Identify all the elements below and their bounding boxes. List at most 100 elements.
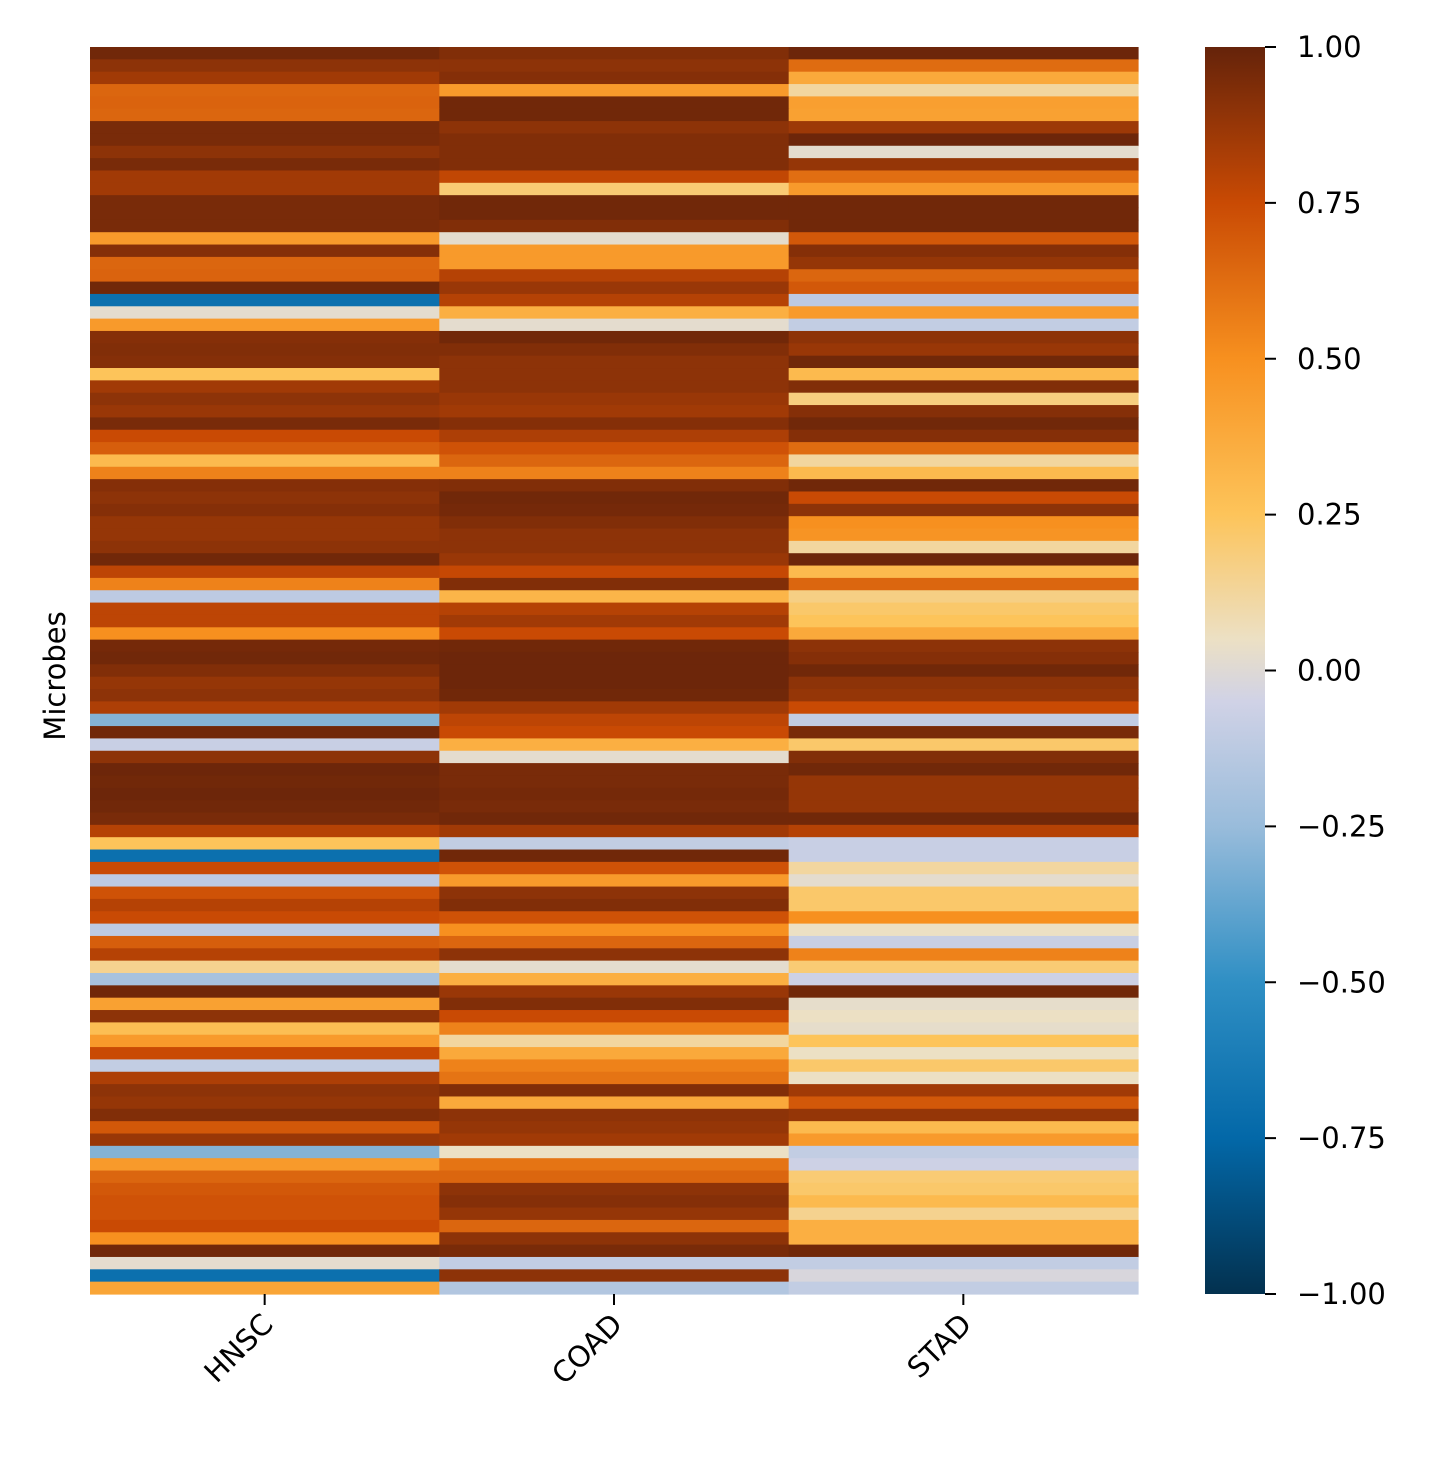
heatmap-cell <box>439 960 790 974</box>
heatmap-cell <box>788 763 1139 777</box>
heatmap-cell <box>788 96 1139 110</box>
heatmap-cell <box>439 1219 790 1233</box>
heatmap-cell <box>788 627 1139 641</box>
heatmap-cell <box>439 1034 790 1048</box>
heatmap-cell <box>439 1084 790 1098</box>
heatmap-cell <box>439 614 790 628</box>
heatmap-cell <box>788 1059 1139 1073</box>
heatmap-cell <box>788 664 1139 678</box>
colorbar-ticks: 1.00 0.75 0.50 0.25 0.00 −0.25 −0.50 −0.75 −1.00 <box>1265 30 1386 1311</box>
heatmap-cell <box>788 244 1139 258</box>
heatmap-cell <box>788 565 1139 579</box>
heatmap-cell <box>439 997 790 1011</box>
heatmap-cell <box>90 442 440 456</box>
heatmap-cell <box>90 1219 440 1233</box>
heatmap-cell <box>788 1269 1139 1283</box>
heatmap-cell <box>788 158 1139 172</box>
heatmap-cell <box>439 405 790 418</box>
heatmap-cell <box>788 1010 1139 1023</box>
heatmap-cell <box>788 368 1139 381</box>
heatmap-cell <box>439 84 790 97</box>
heatmap-cell <box>90 886 440 900</box>
heatmap-cell <box>439 664 790 678</box>
heatmap-cell <box>788 787 1139 801</box>
heatmap-cell <box>439 1108 790 1122</box>
heatmap-cell <box>439 540 790 554</box>
heatmap-cell <box>439 812 790 826</box>
heatmap-cell <box>90 1158 440 1172</box>
heatmap-cell <box>439 911 790 925</box>
heatmap-cell <box>90 96 440 110</box>
heatmap-cell <box>90 355 440 369</box>
heatmap-cell <box>788 293 1139 307</box>
heatmap-cell <box>90 182 440 196</box>
heatmap-cell <box>439 676 790 690</box>
heatmap-cell <box>90 84 440 97</box>
heatmap-cell <box>788 454 1139 468</box>
heatmap-cell <box>90 911 440 925</box>
heatmap-cell <box>439 948 790 962</box>
heatmap-cell <box>439 738 790 752</box>
heatmap-cell <box>90 738 440 752</box>
heatmap-cell <box>788 1219 1139 1233</box>
heatmap-cell <box>439 577 790 591</box>
heatmap-cell <box>439 1158 790 1172</box>
heatmap-cell <box>90 466 440 480</box>
heatmap-cell <box>439 1269 790 1283</box>
heatmap-cell <box>788 898 1139 912</box>
heatmap-cell <box>90 763 440 777</box>
heatmap-cell <box>90 392 440 406</box>
heatmap-cell <box>788 540 1139 554</box>
colorbar-tick-label: −1.00 <box>1297 1277 1386 1311</box>
heatmap-cell <box>439 1256 790 1270</box>
heatmap-cell <box>439 874 790 888</box>
heatmap-cell <box>788 960 1139 974</box>
heatmap-cell <box>439 293 790 307</box>
heatmap-cell <box>439 1071 790 1085</box>
heatmap-cell <box>439 417 790 431</box>
heatmap-cell <box>90 1022 440 1036</box>
heatmap-cell <box>439 318 790 332</box>
x-tick-label: HNSC <box>197 1307 279 1389</box>
heatmap-cell <box>788 405 1139 418</box>
heatmap-cell <box>788 874 1139 888</box>
heatmap-cell <box>788 528 1139 542</box>
heatmap-cell <box>90 1182 440 1196</box>
heatmap-cell <box>90 898 440 912</box>
heatmap-cell <box>788 577 1139 591</box>
heatmap-cell <box>788 1207 1139 1221</box>
heatmap-cell <box>90 800 440 814</box>
heatmap-cell <box>439 429 790 443</box>
heatmap-cell <box>90 726 440 740</box>
heatmap-cell <box>90 1071 440 1085</box>
heatmap-cell <box>788 516 1139 530</box>
heatmap-cell <box>788 491 1139 505</box>
heatmap-cell <box>439 343 790 357</box>
heatmap-cell <box>90 429 440 443</box>
heatmap-cell <box>439 849 790 863</box>
heatmap-cell <box>439 368 790 381</box>
heatmap-cell <box>90 516 440 530</box>
heatmap-cell <box>788 861 1139 875</box>
heatmap-cell <box>788 553 1139 567</box>
heatmap-cell <box>788 726 1139 740</box>
heatmap-cell <box>439 1244 790 1258</box>
heatmap-cells <box>90 47 1139 1295</box>
heatmap-cell <box>439 689 790 702</box>
heatmap-cell <box>788 256 1139 270</box>
heatmap-cell <box>90 985 440 999</box>
heatmap-cell <box>90 108 440 122</box>
heatmap-cell <box>788 972 1139 986</box>
heatmap-cell <box>439 923 790 937</box>
heatmap-cell <box>439 886 790 900</box>
heatmap-cell <box>90 1096 440 1110</box>
heatmap-cell <box>439 553 790 567</box>
heatmap-cell <box>788 614 1139 628</box>
heatmap-cell <box>788 948 1139 962</box>
heatmap-cell <box>439 1133 790 1147</box>
heatmap-cell <box>439 972 790 986</box>
heatmap-cell <box>90 380 440 394</box>
heatmap-cell <box>439 713 790 727</box>
heatmap-cell <box>788 1170 1139 1184</box>
heatmap-cell <box>439 898 790 912</box>
